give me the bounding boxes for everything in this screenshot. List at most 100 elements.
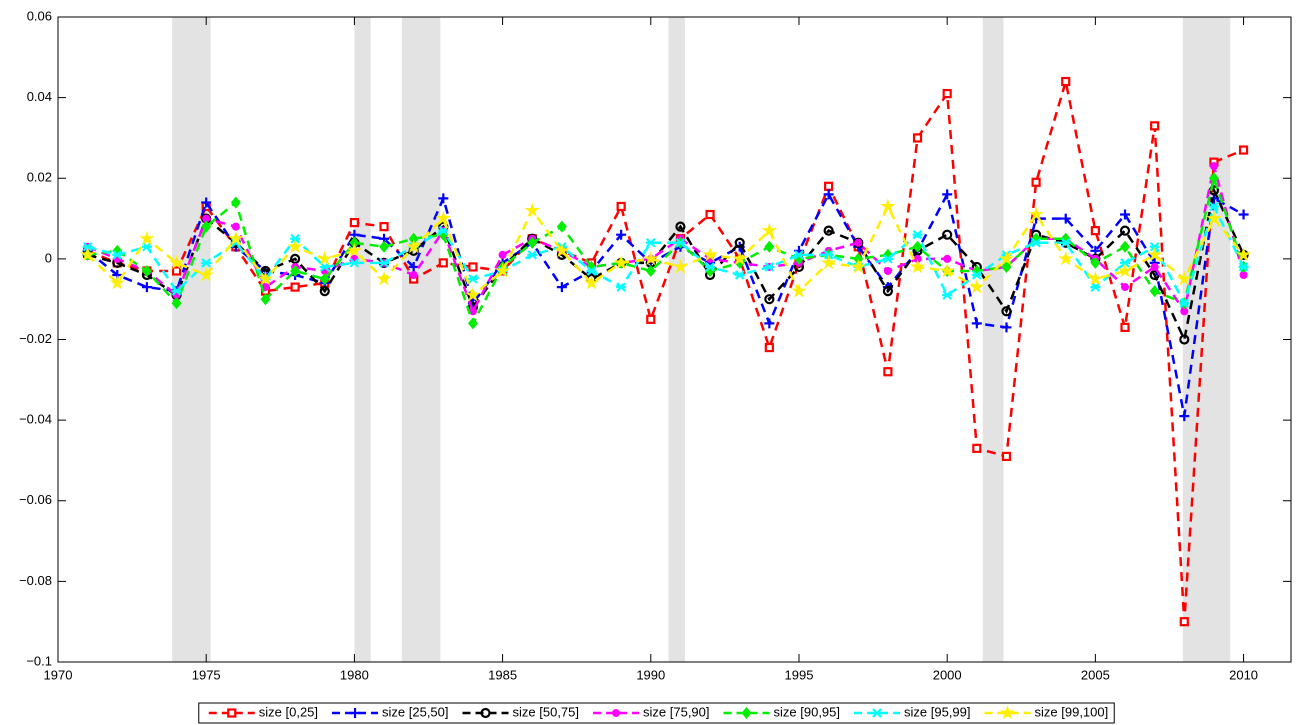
marker	[764, 294, 775, 305]
marker	[1120, 240, 1131, 253]
marker-part	[1238, 145, 1249, 155]
marker-part	[880, 198, 896, 213]
marker-part	[791, 283, 807, 298]
marker	[257, 271, 274, 286]
marker	[1119, 225, 1131, 236]
marker	[586, 266, 597, 276]
marker-part	[1238, 262, 1249, 272]
marker	[141, 242, 152, 252]
marker	[1179, 298, 1190, 308]
marker	[646, 314, 656, 324]
legend-box	[198, 702, 1115, 724]
marker	[882, 286, 894, 297]
shaded-period	[401, 17, 441, 662]
marker	[1208, 201, 1219, 212]
series-line	[87, 81, 1245, 622]
marker-part	[823, 225, 834, 236]
marker-part	[1179, 334, 1190, 345]
marker	[942, 229, 953, 240]
marker-part	[141, 264, 152, 277]
marker	[290, 233, 301, 244]
marker-part	[1060, 237, 1071, 248]
marker-part	[872, 708, 883, 718]
marker	[1206, 210, 1222, 226]
marker-part	[912, 240, 923, 253]
marker	[943, 254, 952, 263]
legend-entry: size [75,90]	[593, 704, 710, 719]
marker-part	[468, 262, 478, 272]
marker	[556, 282, 567, 293]
marker-part	[999, 705, 1016, 720]
marker-part	[409, 271, 418, 279]
marker-part	[705, 209, 715, 220]
marker	[319, 273, 330, 286]
marker-part	[1090, 256, 1101, 269]
marker-part	[764, 262, 775, 272]
marker-part	[201, 197, 212, 208]
legend-label: size [95,99]	[904, 704, 971, 719]
series-line	[87, 203, 1245, 307]
marker	[468, 307, 477, 316]
marker-part	[734, 270, 745, 280]
y-tick-label: −0.1	[26, 653, 52, 668]
marker	[793, 250, 804, 260]
marker-part	[705, 262, 716, 272]
marker	[290, 264, 301, 277]
marker	[201, 197, 212, 208]
marker	[141, 282, 152, 293]
marker	[1176, 271, 1192, 286]
marker	[230, 196, 241, 209]
marker	[675, 221, 686, 232]
marker-part	[1120, 240, 1131, 253]
marker-part	[764, 294, 775, 305]
marker-part	[468, 307, 477, 316]
marker-part	[498, 250, 507, 259]
marker-part	[408, 232, 419, 245]
marker-part	[998, 250, 1015, 266]
marker-part	[1238, 209, 1249, 220]
marker	[912, 133, 923, 143]
marker-part	[1001, 451, 1012, 462]
marker-part	[228, 230, 244, 246]
marker	[942, 189, 953, 200]
marker-part	[379, 240, 390, 253]
marker	[1180, 307, 1189, 316]
legend-label: size [50,75]	[513, 704, 580, 719]
marker	[1060, 213, 1071, 224]
marker-part	[1001, 260, 1012, 273]
marker-part	[854, 238, 863, 247]
marker	[1120, 322, 1130, 333]
marker-part	[1087, 271, 1103, 286]
marker	[168, 254, 185, 270]
marker	[1150, 121, 1160, 131]
marker-part	[141, 242, 152, 252]
x-tick-label: 2010	[1229, 667, 1258, 682]
marker	[761, 222, 777, 238]
marker	[1001, 322, 1012, 333]
marker	[1209, 162, 1218, 171]
marker-part	[1120, 258, 1131, 268]
marker	[319, 262, 330, 272]
marker-part	[82, 242, 93, 252]
marker-part	[1001, 306, 1012, 317]
marker	[171, 266, 182, 276]
marker-part	[793, 250, 804, 260]
marker-part	[1150, 121, 1160, 131]
shaded-period	[668, 17, 685, 662]
marker	[823, 189, 834, 200]
marker	[1238, 145, 1249, 155]
marker-part	[556, 282, 567, 293]
marker	[1090, 256, 1101, 269]
marker-part	[349, 258, 360, 268]
marker	[969, 279, 985, 294]
y-tick-label: 0.06	[27, 8, 52, 23]
marker-part	[260, 293, 271, 306]
marker	[872, 708, 883, 718]
marker-part	[939, 262, 955, 278]
marker	[376, 271, 392, 286]
marker	[171, 297, 182, 310]
marker	[1149, 242, 1160, 252]
marker-part	[824, 181, 834, 191]
marker-part	[823, 189, 834, 200]
marker	[227, 708, 237, 718]
